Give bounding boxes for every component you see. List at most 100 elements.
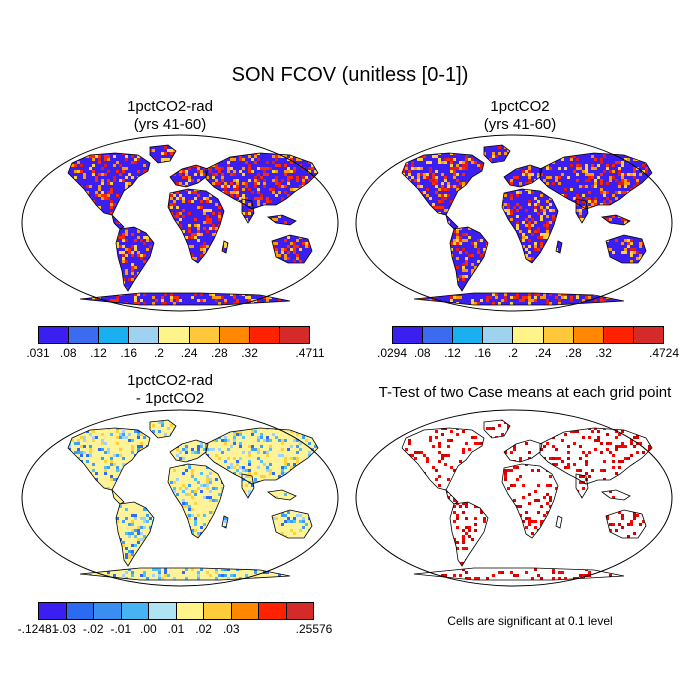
colorbar-tick-label: .2 xyxy=(507,346,518,360)
colorbar-tick-label: -.12481 xyxy=(17,622,59,636)
coastline xyxy=(413,292,625,306)
coastline xyxy=(483,144,511,164)
coastline xyxy=(539,152,653,210)
panel1-title: 1pctCO2-rad (yrs 41-60) xyxy=(10,98,330,134)
colorbar-swatch xyxy=(189,327,220,343)
colorbar-3-labels: -.12481 -.03 -.02 -.01 .00 .01 .02 .03 .25576 xyxy=(18,622,333,638)
coastline xyxy=(501,463,559,539)
colorbar-swatch xyxy=(129,327,160,343)
colorbar-tick-label: .01 xyxy=(167,622,185,636)
panel3-title-line1: 1pctCO2-rad xyxy=(127,372,213,389)
land-fill xyxy=(402,420,652,580)
colorbar-swatch xyxy=(249,327,280,343)
coastline xyxy=(149,419,177,439)
colorbar-1-labels: .031 .08 .12 .16 .2 .24 .28 .32 .4711 xyxy=(26,346,324,362)
coastline xyxy=(501,188,559,264)
coastline xyxy=(271,509,313,539)
land-fill xyxy=(68,145,318,305)
robinson-map-4 xyxy=(355,409,673,587)
coastline xyxy=(271,234,313,264)
colorbar-tick-label: .08 xyxy=(413,346,431,360)
colorbar-tick-label: .32 xyxy=(595,346,612,360)
coastline xyxy=(401,152,485,216)
coastline xyxy=(149,144,177,164)
globe-outline xyxy=(21,134,339,312)
land-fill xyxy=(68,420,318,580)
colorbar-swatch xyxy=(513,327,544,343)
colorbar-tick-label: -.02 xyxy=(82,622,104,636)
coastline xyxy=(445,213,459,230)
coastline xyxy=(167,188,225,264)
colorbar-swatch xyxy=(423,327,454,343)
colorbar-swatch xyxy=(66,603,94,619)
colorbar-swatch xyxy=(286,603,313,619)
colorbar-swatch xyxy=(69,327,100,343)
globe-outline xyxy=(355,134,673,312)
colorbar-tick-label: .03 xyxy=(222,622,240,636)
colorbar-tick-label: .08 xyxy=(59,346,77,360)
coastline xyxy=(241,198,255,224)
coastline xyxy=(221,515,229,529)
colorbar-swatch xyxy=(279,327,309,343)
colorbar-swatch xyxy=(176,603,204,619)
colorbar-swatch xyxy=(94,603,122,619)
colorbar-tick-label: .16 xyxy=(474,346,491,360)
coastline xyxy=(67,152,151,216)
coastline xyxy=(221,240,229,254)
figure-title: SON FCOV (unitless [0-1]) xyxy=(231,64,469,86)
colorbar-3 xyxy=(38,602,314,620)
colorbar-swatch xyxy=(204,603,232,619)
coastline xyxy=(449,501,489,567)
colorbar-tick-label: .16 xyxy=(120,346,137,360)
colorbar-swatch xyxy=(159,327,190,343)
colorbar-tick-label: .28 xyxy=(210,346,228,360)
colorbar-tick-label: -.01 xyxy=(110,622,132,636)
coastline xyxy=(111,488,125,505)
colorbar-tick-label: -.03 xyxy=(55,622,76,636)
coastline xyxy=(555,515,563,529)
colorbar-tick-label: .0294 xyxy=(376,346,408,360)
colorbar-swatch xyxy=(39,603,67,619)
coastline xyxy=(79,292,291,306)
colorbar-tick-label: .24 xyxy=(534,346,552,360)
colorbar-swatch xyxy=(99,327,130,343)
panel4-title: T-Test of two Case means at each grid po… xyxy=(355,384,695,402)
globe-outline xyxy=(355,409,673,587)
colorbar-tick-label: .12 xyxy=(444,346,461,360)
coastline xyxy=(205,427,319,485)
colorbar-tick-label: .25576 xyxy=(295,622,333,636)
map-panel-1rad xyxy=(20,133,340,313)
colorbar-tick-label: .00 xyxy=(140,622,157,636)
colorbar-swatch xyxy=(121,603,149,619)
panel1-title-line1: 1pctCO2-rad xyxy=(127,98,213,115)
map-panel-diff xyxy=(20,408,340,588)
coastline xyxy=(600,214,631,226)
coastline xyxy=(266,214,297,226)
colorbar-swatch xyxy=(603,327,634,343)
coastline xyxy=(205,152,319,210)
globe-outline xyxy=(21,409,339,587)
coastline xyxy=(449,226,489,292)
panel3-title-line2: - 1pctCO2 xyxy=(135,390,205,407)
coastline xyxy=(413,567,625,581)
map-panel-1pct xyxy=(354,133,674,313)
colorbar-tick-label: .24 xyxy=(180,346,198,360)
significance-note: Cells are significant at 0.1 level xyxy=(447,614,613,628)
coastline xyxy=(115,226,155,292)
coastline xyxy=(266,489,297,501)
coastline xyxy=(605,234,647,264)
robinson-map-2 xyxy=(355,134,673,312)
coastline xyxy=(167,463,225,539)
coastline xyxy=(445,488,459,505)
panel3-title: 1pctCO2-rad - 1pctCO2 xyxy=(10,372,330,408)
colorbar-tick-label: .4724 xyxy=(648,346,680,360)
coastline xyxy=(111,213,125,230)
coastline xyxy=(605,509,647,539)
colorbar-tick-label: .031 xyxy=(26,346,50,360)
colorbar-swatch xyxy=(39,327,70,343)
colorbar-swatch xyxy=(149,603,177,619)
coastline xyxy=(575,473,589,499)
panel4-title-line1: T-Test of two Case means at each grid po… xyxy=(378,384,672,401)
coastline xyxy=(115,501,155,567)
coastline xyxy=(67,427,151,491)
